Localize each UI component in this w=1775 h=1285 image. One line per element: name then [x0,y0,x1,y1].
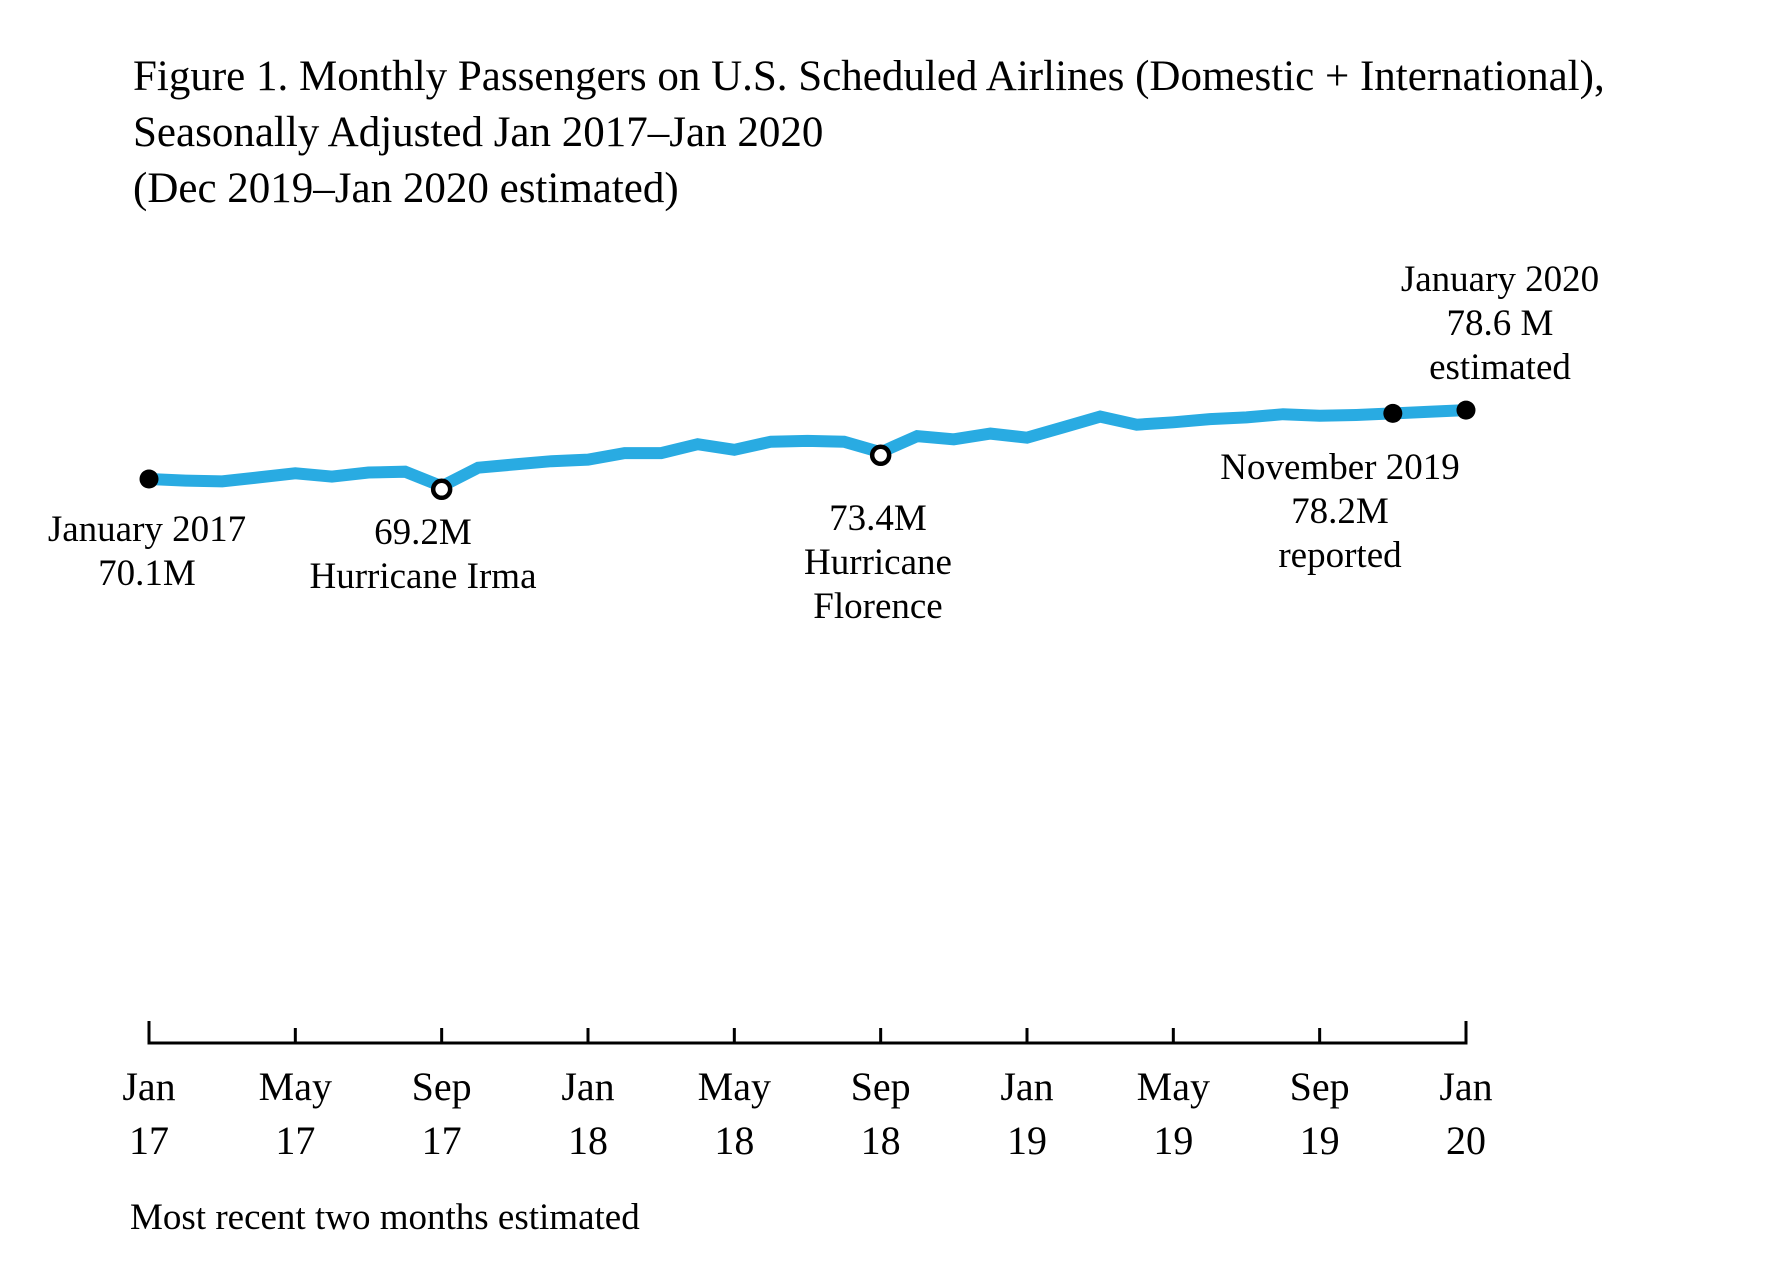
x-tick-year-label: 18 [861,1118,901,1163]
x-tick-year-label: 17 [275,1118,315,1163]
figure-title-line-2: Seasonally Adjusted Jan 2017–Jan 2020 [133,109,824,156]
footer-note: Most recent two months estimated [130,1197,640,1238]
filled-dot-marker [1456,400,1476,420]
x-tick-month-label: Sep [1290,1064,1350,1109]
open-circle-marker [430,478,453,501]
annotation-line: November 2019 [1220,447,1460,488]
x-tick-year-label: 17 [422,1118,462,1163]
annotation-line: Hurricane [804,542,952,583]
annotation-line: January 2020 [1400,259,1600,300]
annotation-line: reported [1278,535,1402,576]
annotation-sep-2017: 69.2M Hurricane Irma [309,511,536,599]
x-tick-month-label: Jan [1000,1064,1053,1109]
x-tick-year-label: 17 [129,1118,169,1163]
filled-dot-marker [139,469,159,489]
figure-title-line-1: Figure 1. Monthly Passengers on U.S. Sch… [133,53,1605,100]
filled-dot-marker [1383,403,1403,423]
annotation-line: Hurricane Irma [309,556,537,597]
annotation-line: 78.2M [1291,491,1389,532]
annotation-jan-2017: January 2017 70.1M [48,508,246,596]
x-tick-year-label: 20 [1446,1118,1486,1163]
x-tick-month-label: May [1137,1064,1210,1109]
annotation-line: January 2017 [47,509,247,550]
x-tick-year-label: 18 [568,1118,608,1163]
x-tick-year-label: 19 [1153,1118,1193,1163]
x-tick-month-label: Jan [1439,1064,1492,1109]
annotation-line: 70.1M [98,553,196,594]
x-tick-month-label: Sep [412,1064,472,1109]
passenger-series-line [148,404,1467,493]
annotation-nov-2019: November 2019 78.2M reported [1220,446,1459,578]
figure-title: Figure 1. Monthly Passengers on U.S. Sch… [133,49,1605,217]
annotation-line: 69.2M [374,512,472,553]
x-tick-year-label: 19 [1007,1118,1047,1163]
annotation-line: estimated [1429,347,1571,388]
annotation-line: 73.4M [829,498,927,539]
x-tick-month-label: Jan [122,1064,175,1109]
open-circle-marker [869,444,892,467]
x-tick-month-label: May [259,1064,332,1109]
annotation-sep-2018: 73.4M Hurricane Florence [804,497,952,629]
annotation-line: Florence [813,586,943,627]
figure-title-line-3: (Dec 2019–Jan 2020 estimated) [133,165,679,212]
x-tick-month-label: May [698,1064,771,1109]
x-tick-year-label: 18 [714,1118,754,1163]
annotation-line: 78.6 M [1446,303,1554,344]
x-tick-month-label: Sep [851,1064,911,1109]
x-tick-month-label: Jan [561,1064,614,1109]
x-tick-year-label: 19 [1300,1118,1340,1163]
